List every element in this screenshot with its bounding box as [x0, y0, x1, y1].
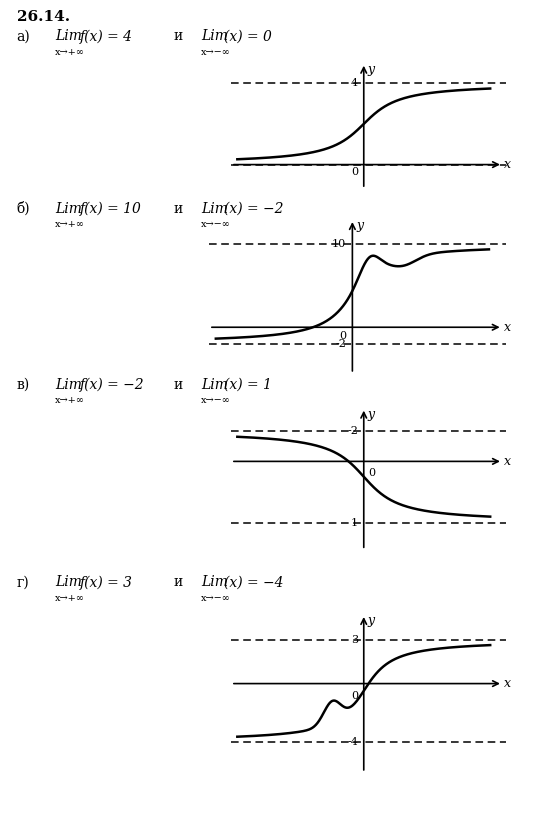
Text: б): б) [16, 202, 30, 216]
Text: и: и [173, 202, 183, 216]
Text: f(x) = 10: f(x) = 10 [80, 202, 142, 216]
Text: 0: 0 [351, 690, 358, 701]
Text: -2: -2 [336, 339, 346, 349]
Text: и: и [173, 29, 183, 44]
Text: 26.14.: 26.14. [16, 10, 70, 24]
Text: f(x) = 4: f(x) = 4 [80, 29, 133, 44]
Text: (x) = 0: (x) = 0 [224, 29, 272, 44]
Text: (x) = −2: (x) = −2 [224, 202, 284, 216]
Text: x→+∞: x→+∞ [55, 594, 85, 603]
Text: 4: 4 [351, 78, 358, 88]
Text: y: y [367, 63, 375, 76]
Text: x→−∞: x→−∞ [201, 396, 230, 406]
Text: 0: 0 [339, 331, 347, 341]
Text: 3: 3 [351, 635, 358, 645]
Text: г): г) [16, 575, 29, 590]
Text: Lim: Lim [201, 378, 228, 392]
Text: f(x) = 3: f(x) = 3 [80, 575, 133, 590]
Text: Lim: Lim [55, 378, 82, 392]
Text: и: и [173, 575, 183, 590]
Text: f(x) = −2: f(x) = −2 [80, 378, 144, 392]
Text: x→+∞: x→+∞ [55, 48, 85, 57]
Text: (x) = −4: (x) = −4 [224, 575, 284, 590]
Text: а): а) [16, 29, 30, 44]
Text: -4: -4 [347, 737, 358, 747]
Text: x→−∞: x→−∞ [201, 594, 230, 603]
Text: y: y [356, 219, 364, 232]
Text: Lim: Lim [55, 202, 82, 216]
Text: x→+∞: x→+∞ [55, 220, 85, 229]
Text: x: x [504, 455, 512, 468]
Text: x: x [504, 677, 512, 690]
Text: в): в) [16, 378, 30, 392]
Text: x→−∞: x→−∞ [201, 220, 230, 229]
Text: y: y [367, 407, 375, 421]
Text: 0: 0 [368, 469, 376, 479]
Text: x: x [504, 158, 512, 171]
Text: Lim: Lim [55, 575, 82, 590]
Text: x: x [504, 321, 512, 333]
Text: x→−∞: x→−∞ [201, 48, 230, 57]
Text: Lim: Lim [201, 575, 228, 590]
Text: Lim: Lim [201, 29, 228, 44]
Text: x→+∞: x→+∞ [55, 396, 85, 406]
Text: 1: 1 [351, 517, 358, 528]
Text: (x) = 1: (x) = 1 [224, 378, 272, 392]
Text: 10: 10 [332, 239, 346, 249]
Text: Lim: Lim [55, 29, 82, 44]
Text: 0: 0 [351, 166, 358, 176]
Text: y: y [367, 614, 375, 627]
Text: и: и [173, 378, 183, 392]
Text: -2: -2 [347, 426, 358, 436]
Text: Lim: Lim [201, 202, 228, 216]
